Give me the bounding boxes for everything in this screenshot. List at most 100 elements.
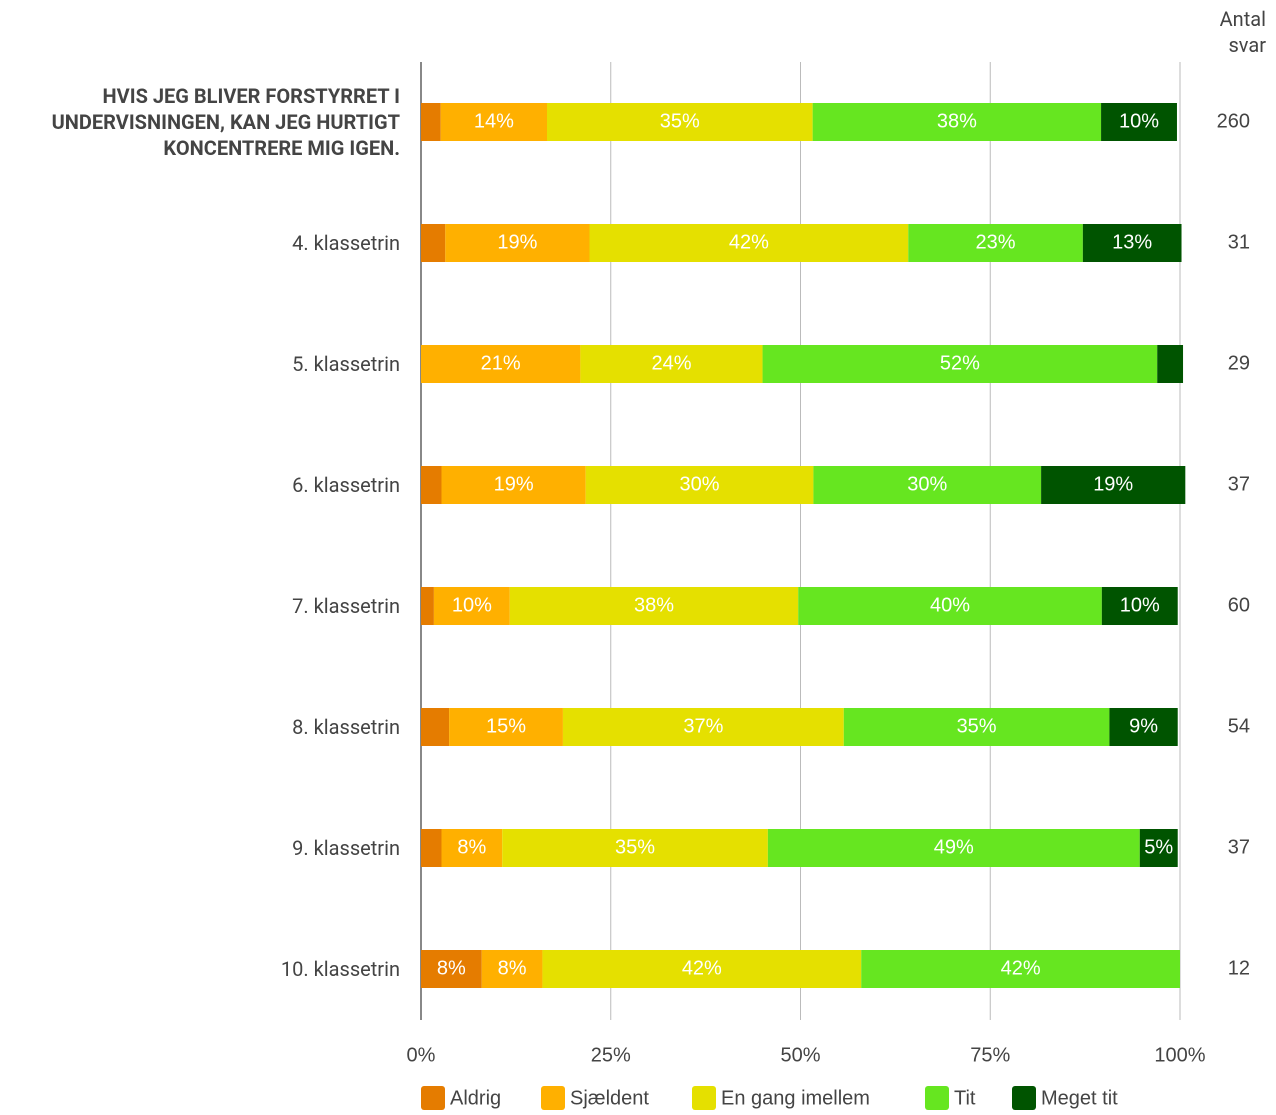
x-tick-label: 100% <box>1154 1044 1205 1066</box>
value-label: 19% <box>494 473 534 495</box>
legend-label: Tit <box>954 1087 976 1109</box>
value-label: 8% <box>457 836 486 858</box>
bar-segment <box>580 345 763 383</box>
bar-segment <box>1041 466 1186 504</box>
count-label: 60 <box>1228 594 1250 616</box>
value-label: 35% <box>615 836 655 858</box>
bar-segment <box>421 829 442 867</box>
bar-segment <box>449 708 563 746</box>
bar-segment <box>585 466 814 504</box>
legend-swatch <box>692 1086 716 1110</box>
category-label: 4. klassetrin <box>292 231 400 255</box>
x-tick-label: 50% <box>780 1044 820 1066</box>
bar-segment <box>433 587 510 625</box>
bar-segment <box>421 466 442 504</box>
bar-segment <box>445 224 590 262</box>
bar-segment <box>440 103 547 141</box>
value-label: 8% <box>437 957 466 979</box>
value-label: 19% <box>497 231 537 253</box>
category-label: 6. klassetrin <box>292 473 400 497</box>
bar-segment <box>589 224 909 262</box>
value-label: 30% <box>680 473 720 495</box>
legend-swatch <box>421 1086 445 1110</box>
bar-segment <box>1101 587 1178 625</box>
category-label: 7. klassetrin <box>292 594 400 618</box>
bar-segment <box>562 708 844 746</box>
legend-label: Sjældent <box>570 1087 649 1109</box>
value-label: 35% <box>957 715 997 737</box>
x-tick-label: 0% <box>407 1044 436 1066</box>
value-label: 37% <box>683 715 723 737</box>
value-label: 35% <box>660 110 700 132</box>
value-label: 42% <box>1001 957 1041 979</box>
value-label: 30% <box>907 473 947 495</box>
category-label: 9. klassetrin <box>292 836 400 860</box>
bar-segment <box>421 950 482 988</box>
bar-segment <box>542 950 862 988</box>
bar-segment <box>1157 345 1184 383</box>
legend-swatch <box>541 1086 565 1110</box>
value-label: 21% <box>481 352 521 374</box>
legend-swatch <box>1012 1086 1036 1110</box>
count-label: 12 <box>1228 957 1250 979</box>
bar-segment <box>861 950 1180 988</box>
value-label: 14% <box>474 110 514 132</box>
value-label: 42% <box>729 231 769 253</box>
count-label: 54 <box>1228 715 1250 737</box>
value-label: 15% <box>486 715 526 737</box>
value-label: 8% <box>498 957 527 979</box>
value-label: 23% <box>976 231 1016 253</box>
value-label: 38% <box>937 110 977 132</box>
bar-segment <box>546 103 813 141</box>
category-label: HVIS JEG BLIVER FORSTYRRET I UNDERVISNIN… <box>51 84 400 160</box>
value-label: 49% <box>934 836 974 858</box>
count-header: Antal svar <box>1219 7 1266 57</box>
bar-segment <box>1082 224 1182 262</box>
value-label: 19% <box>1093 473 1133 495</box>
category-label: 8. klassetrin <box>292 715 400 739</box>
bar-segment <box>767 829 1140 867</box>
value-label: 10% <box>1119 110 1159 132</box>
bar-segment <box>421 103 441 141</box>
value-label: 24% <box>651 352 691 374</box>
bar-segment <box>1139 829 1178 867</box>
value-label: 38% <box>634 594 674 616</box>
bar-segment <box>481 950 543 988</box>
value-label: 13% <box>1112 231 1152 253</box>
value-label: 40% <box>930 594 970 616</box>
bar-segment <box>1101 103 1177 141</box>
legend-label: Meget tit <box>1041 1087 1118 1109</box>
count-label: 260 <box>1217 110 1250 132</box>
category-label: 10. klassetrin <box>280 957 400 981</box>
bar-segment <box>1109 708 1178 746</box>
bar-segment <box>421 587 434 625</box>
bar-segment <box>441 466 586 504</box>
bar-segment <box>509 587 799 625</box>
bar-segment <box>798 587 1102 625</box>
bar-segment <box>908 224 1083 262</box>
legend-swatch <box>925 1086 949 1110</box>
legend-label: En gang imellem <box>721 1087 870 1109</box>
bar-segment <box>762 345 1158 383</box>
value-label: 5% <box>1144 836 1173 858</box>
bar-segment <box>813 466 1042 504</box>
count-label: 31 <box>1228 231 1250 253</box>
value-label: 9% <box>1129 715 1158 737</box>
legend-label: Aldrig <box>450 1087 501 1109</box>
bar-segment <box>441 829 503 867</box>
x-tick-label: 25% <box>591 1044 631 1066</box>
bar-segment <box>421 224 446 262</box>
bar-segment <box>812 103 1102 141</box>
count-label: 29 <box>1228 352 1250 374</box>
bar-segment <box>502 829 768 867</box>
x-tick-label: 75% <box>970 1044 1010 1066</box>
value-label: 10% <box>452 594 492 616</box>
value-label: 52% <box>940 352 980 374</box>
value-label: 42% <box>682 957 722 979</box>
count-label: 37 <box>1228 473 1250 495</box>
bar-segment <box>421 708 450 746</box>
value-label: 10% <box>1120 594 1160 616</box>
bar-segment <box>843 708 1110 746</box>
